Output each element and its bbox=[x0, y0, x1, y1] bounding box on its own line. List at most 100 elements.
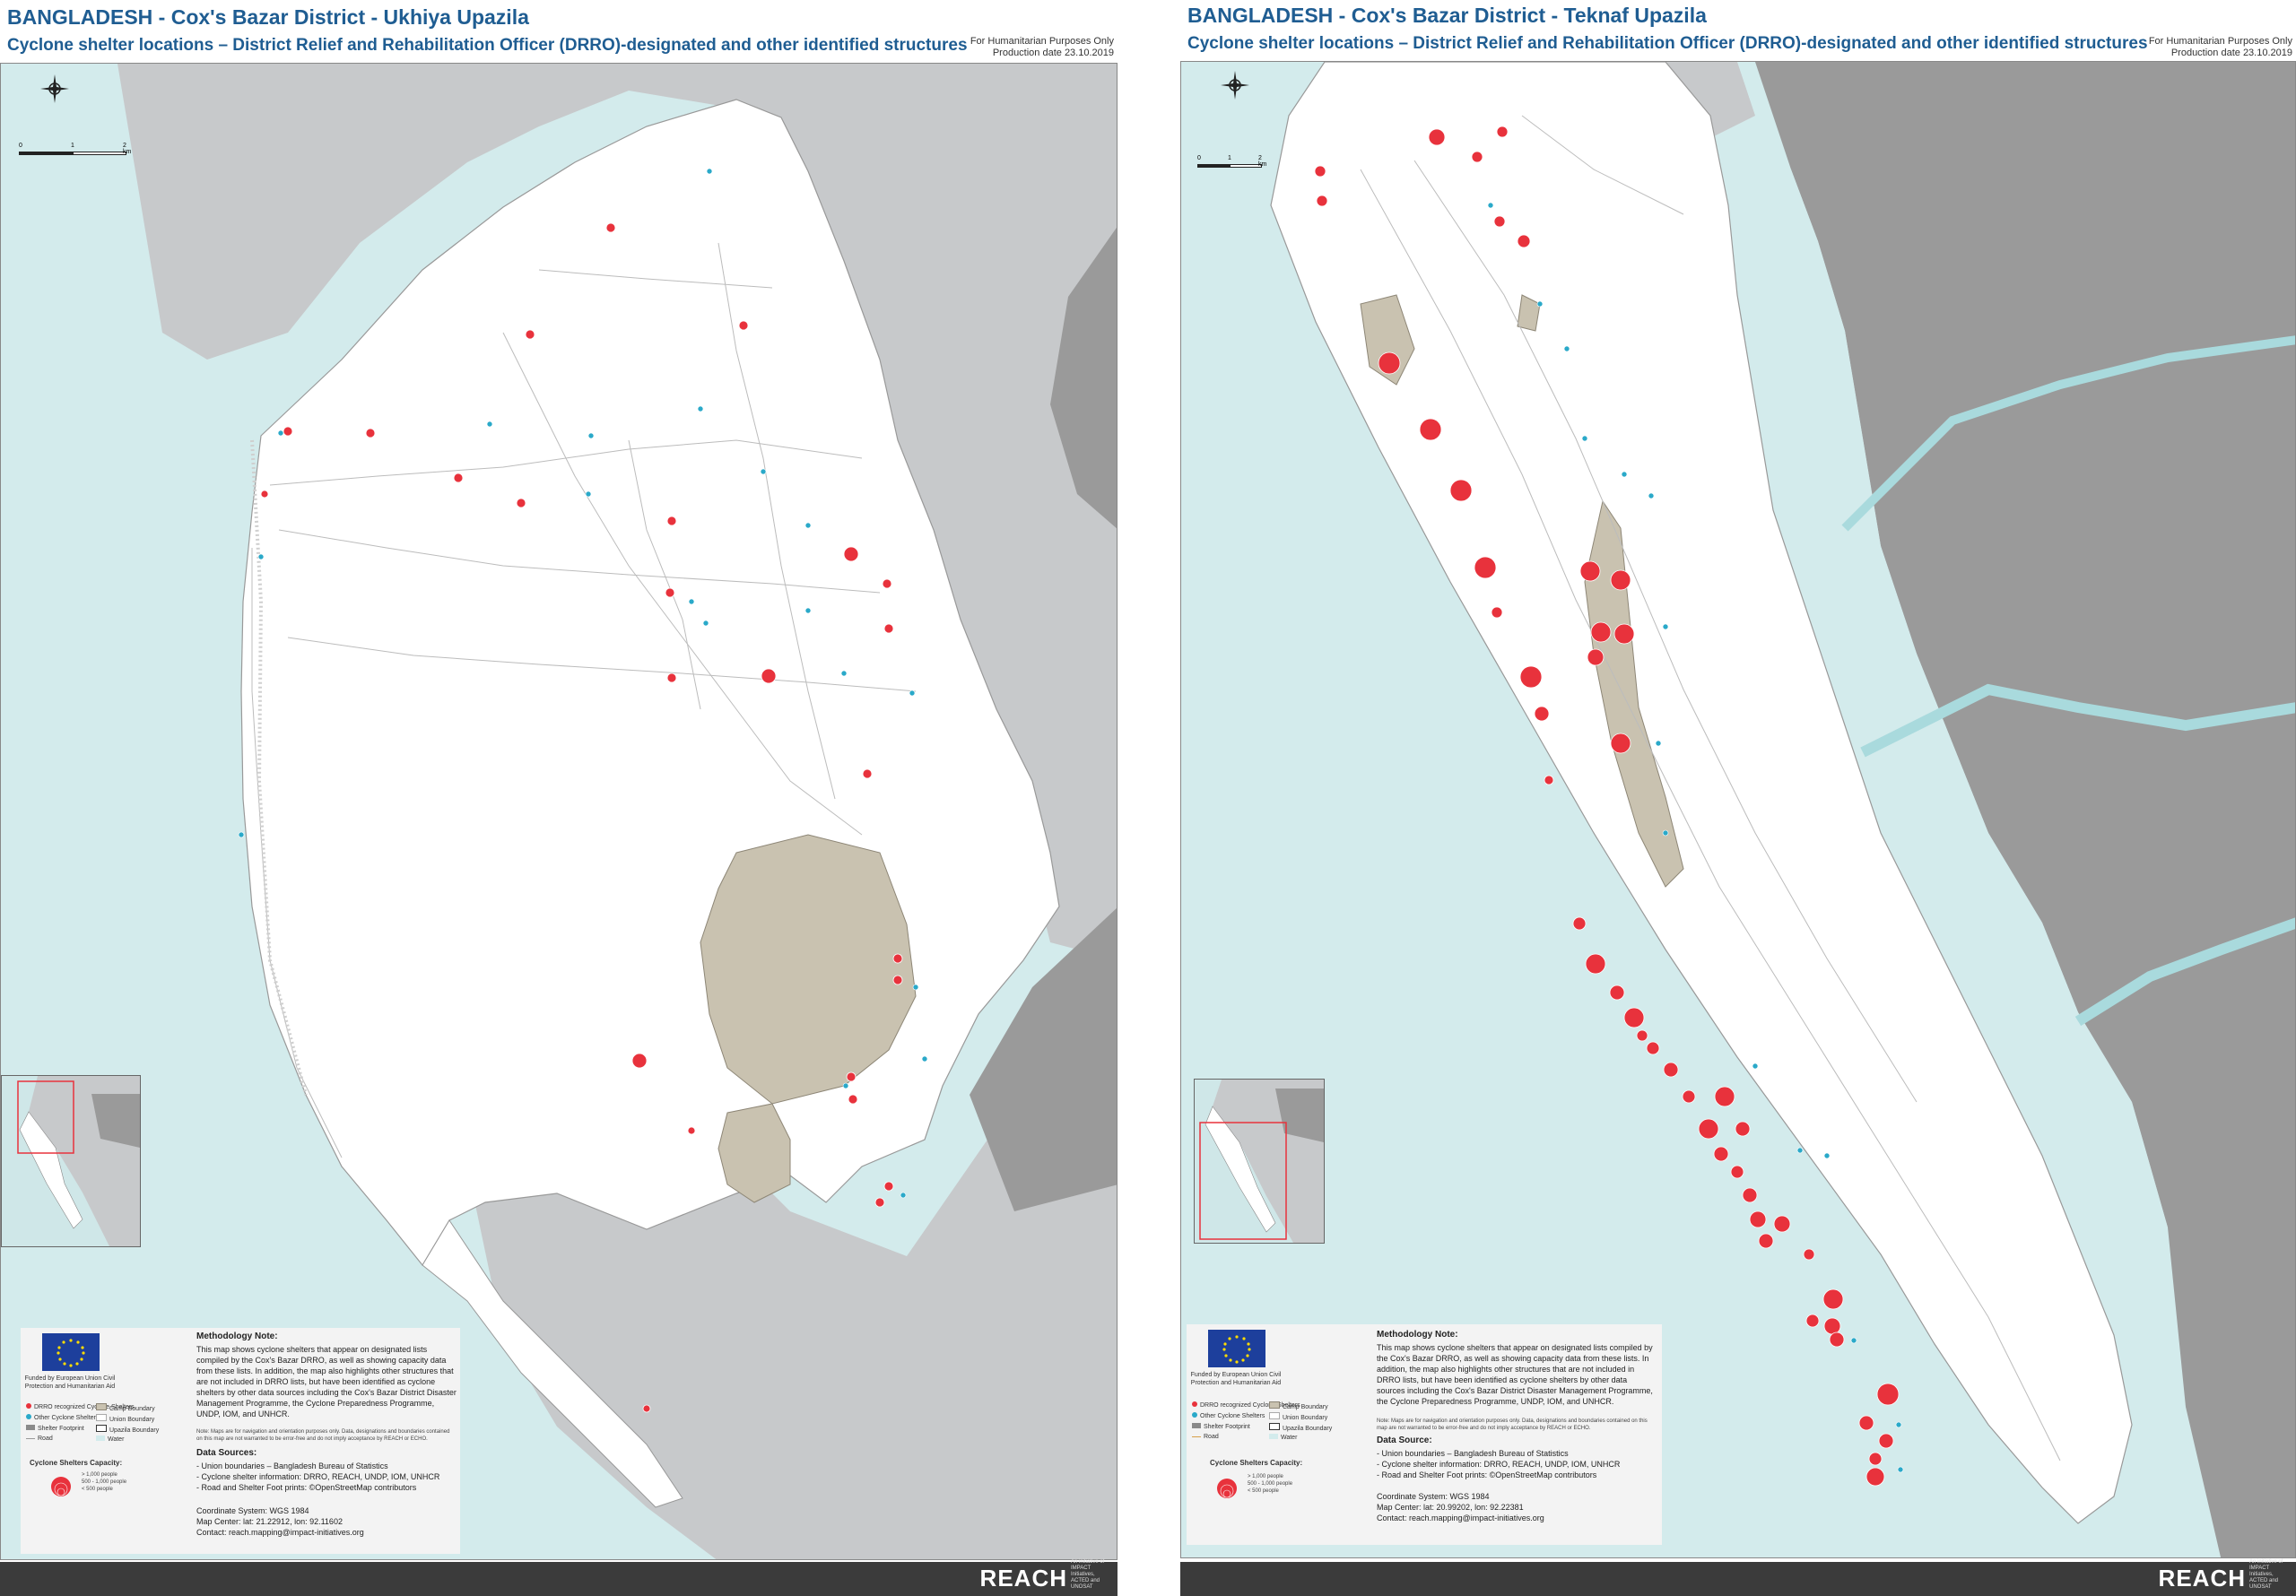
other-shelter-marker[interactable] bbox=[840, 670, 848, 677]
drro-shelter-marker[interactable] bbox=[1544, 775, 1554, 785]
drro-shelter-marker[interactable] bbox=[1316, 195, 1328, 207]
drro-shelter-marker[interactable] bbox=[1636, 1029, 1648, 1042]
drro-shelter-marker[interactable] bbox=[883, 623, 894, 634]
other-shelter-marker[interactable] bbox=[1752, 1063, 1759, 1070]
drro-shelter-marker[interactable] bbox=[1496, 126, 1509, 138]
drro-shelter-marker[interactable] bbox=[882, 578, 892, 589]
other-shelter-marker[interactable] bbox=[585, 490, 592, 498]
drro-shelter-marker[interactable] bbox=[883, 1181, 894, 1192]
other-shelter-marker[interactable] bbox=[909, 690, 916, 697]
drro-shelter-marker[interactable] bbox=[1698, 1118, 1719, 1140]
other-shelter-marker[interactable] bbox=[688, 598, 695, 605]
drro-shelter-marker[interactable] bbox=[1585, 953, 1606, 975]
drro-shelter-marker[interactable] bbox=[1878, 1433, 1894, 1449]
drro-shelter-marker[interactable] bbox=[631, 1053, 648, 1069]
drro-shelter-marker[interactable] bbox=[892, 953, 903, 964]
other-shelter-marker[interactable] bbox=[900, 1192, 907, 1199]
drro-shelter-marker[interactable] bbox=[1534, 706, 1550, 722]
drro-shelter-marker[interactable] bbox=[260, 490, 269, 499]
other-shelter-marker[interactable] bbox=[804, 522, 812, 529]
drro-shelter-marker[interactable] bbox=[1730, 1165, 1744, 1179]
drro-shelter-marker[interactable] bbox=[862, 768, 873, 779]
drro-shelter-marker[interactable] bbox=[525, 329, 535, 340]
drro-shelter-marker[interactable] bbox=[1314, 165, 1326, 178]
other-shelter-marker[interactable] bbox=[842, 1082, 849, 1089]
other-shelter-marker[interactable] bbox=[1850, 1337, 1857, 1344]
drro-shelter-marker[interactable] bbox=[761, 668, 777, 684]
drro-shelter-marker[interactable] bbox=[1866, 1467, 1885, 1487]
drro-shelter-marker[interactable] bbox=[1493, 215, 1506, 228]
drro-shelter-marker[interactable] bbox=[1378, 351, 1401, 375]
other-shelter-marker[interactable] bbox=[1796, 1147, 1804, 1154]
drro-shelter-marker[interactable] bbox=[843, 546, 859, 562]
other-shelter-marker[interactable] bbox=[706, 168, 713, 175]
drro-shelter-marker[interactable] bbox=[1663, 1062, 1679, 1078]
drro-shelter-marker[interactable] bbox=[1517, 234, 1531, 248]
other-shelter-marker[interactable] bbox=[587, 432, 595, 439]
drro-shelter-marker[interactable] bbox=[874, 1197, 885, 1208]
drro-shelter-marker[interactable] bbox=[1613, 623, 1635, 645]
drro-shelter-marker[interactable] bbox=[1623, 1007, 1645, 1028]
drro-shelter-marker[interactable] bbox=[666, 516, 677, 526]
drro-shelter-marker[interactable] bbox=[1805, 1314, 1820, 1328]
other-shelter-marker[interactable] bbox=[1662, 829, 1669, 837]
drro-shelter-marker[interactable] bbox=[1735, 1121, 1751, 1137]
drro-shelter-marker[interactable] bbox=[848, 1094, 858, 1105]
drro-shelter-marker[interactable] bbox=[1590, 621, 1612, 643]
other-shelter-marker[interactable] bbox=[1563, 345, 1570, 352]
drro-shelter-marker[interactable] bbox=[665, 587, 675, 598]
other-shelter-marker[interactable] bbox=[1536, 300, 1544, 308]
drro-shelter-marker[interactable] bbox=[1773, 1215, 1791, 1233]
drro-shelter-marker[interactable] bbox=[1491, 606, 1503, 619]
drro-shelter-marker[interactable] bbox=[1471, 151, 1483, 163]
other-shelter-marker[interactable] bbox=[1655, 740, 1662, 747]
drro-shelter-marker[interactable] bbox=[1758, 1233, 1774, 1249]
drro-shelter-marker[interactable] bbox=[1610, 569, 1631, 591]
drro-shelter-marker[interactable] bbox=[666, 672, 677, 683]
drro-shelter-marker[interactable] bbox=[283, 426, 293, 437]
drro-shelter-marker[interactable] bbox=[1822, 1288, 1844, 1310]
other-shelter-marker[interactable] bbox=[702, 620, 709, 627]
drro-shelter-marker[interactable] bbox=[1449, 479, 1473, 502]
drro-shelter-marker[interactable] bbox=[1876, 1383, 1900, 1406]
other-shelter-marker[interactable] bbox=[1897, 1466, 1904, 1473]
other-shelter-marker[interactable] bbox=[238, 831, 245, 838]
drro-shelter-marker[interactable] bbox=[516, 498, 526, 508]
drro-shelter-marker[interactable] bbox=[738, 320, 749, 331]
drro-shelter-marker[interactable] bbox=[1823, 1317, 1841, 1335]
other-shelter-marker[interactable] bbox=[760, 468, 767, 475]
drro-shelter-marker[interactable] bbox=[846, 1071, 857, 1082]
drro-shelter-marker[interactable] bbox=[642, 1404, 651, 1413]
drro-shelter-marker[interactable] bbox=[1572, 916, 1587, 931]
drro-shelter-marker[interactable] bbox=[1519, 665, 1543, 689]
other-shelter-marker[interactable] bbox=[912, 984, 919, 991]
drro-shelter-marker[interactable] bbox=[1587, 648, 1605, 666]
drro-shelter-marker[interactable] bbox=[453, 473, 464, 483]
drro-shelter-marker[interactable] bbox=[1868, 1452, 1883, 1466]
drro-shelter-marker[interactable] bbox=[1682, 1089, 1696, 1104]
other-shelter-marker[interactable] bbox=[277, 429, 284, 437]
drro-shelter-marker[interactable] bbox=[605, 222, 616, 233]
other-shelter-marker[interactable] bbox=[1823, 1152, 1831, 1159]
drro-shelter-marker[interactable] bbox=[1474, 556, 1497, 579]
drro-shelter-marker[interactable] bbox=[1610, 733, 1631, 754]
drro-shelter-marker[interactable] bbox=[1858, 1415, 1874, 1431]
other-shelter-marker[interactable] bbox=[1487, 202, 1494, 209]
drro-shelter-marker[interactable] bbox=[1829, 1331, 1845, 1348]
other-shelter-marker[interactable] bbox=[486, 421, 493, 428]
other-shelter-marker[interactable] bbox=[257, 553, 265, 560]
drro-shelter-marker[interactable] bbox=[1646, 1041, 1660, 1055]
other-shelter-marker[interactable] bbox=[1662, 623, 1669, 630]
drro-shelter-marker[interactable] bbox=[1803, 1248, 1815, 1261]
other-shelter-marker[interactable] bbox=[1621, 471, 1628, 478]
drro-shelter-marker[interactable] bbox=[1419, 418, 1442, 441]
other-shelter-marker[interactable] bbox=[697, 405, 704, 412]
other-shelter-marker[interactable] bbox=[1895, 1421, 1902, 1428]
other-shelter-marker[interactable] bbox=[921, 1055, 928, 1063]
drro-shelter-marker[interactable] bbox=[1714, 1086, 1735, 1107]
drro-shelter-marker[interactable] bbox=[1428, 128, 1446, 146]
other-shelter-marker[interactable] bbox=[1648, 492, 1655, 499]
drro-shelter-marker[interactable] bbox=[687, 1126, 696, 1135]
drro-shelter-marker[interactable] bbox=[1579, 560, 1601, 582]
drro-shelter-marker[interactable] bbox=[1749, 1210, 1767, 1228]
